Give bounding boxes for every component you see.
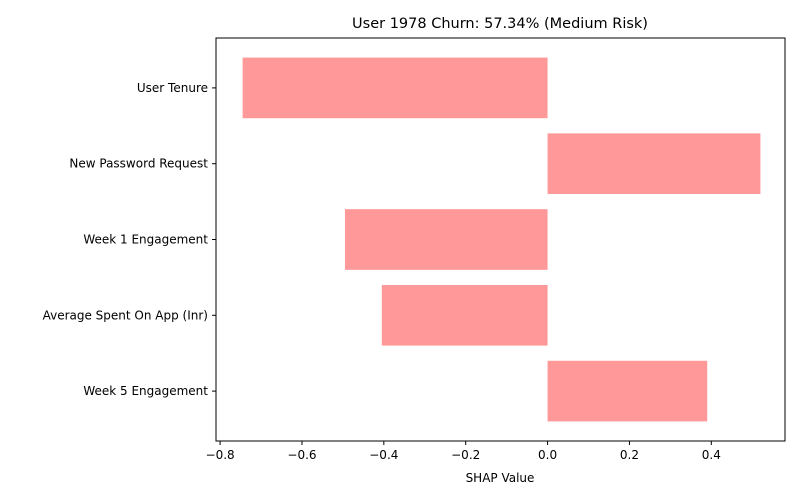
x-tick-label: −0.8 <box>206 448 235 462</box>
y-tick-label: Week 5 Engagement <box>83 384 208 398</box>
x-tick-label: 0.2 <box>620 448 639 462</box>
bar <box>381 284 548 346</box>
x-tick-label: −0.2 <box>451 448 480 462</box>
x-tick-label: 0.0 <box>538 448 557 462</box>
bar <box>242 57 548 119</box>
x-tick-label: −0.6 <box>287 448 316 462</box>
y-tick-label: New Password Request <box>69 157 208 171</box>
y-tick-label: Week 1 Engagement <box>83 233 208 247</box>
x-tick-label: 0.4 <box>702 448 721 462</box>
y-tick-label: User Tenure <box>137 81 208 95</box>
chart-title: User 1978 Churn: 57.34% (Medium Risk) <box>352 16 648 32</box>
x-axis-title: SHAP Value <box>466 471 535 485</box>
x-tick-label: −0.4 <box>369 448 398 462</box>
bar <box>547 360 708 422</box>
bar <box>344 209 548 270</box>
y-tick-label: Average Spent On App (Inr) <box>43 308 208 322</box>
bar <box>547 133 761 195</box>
